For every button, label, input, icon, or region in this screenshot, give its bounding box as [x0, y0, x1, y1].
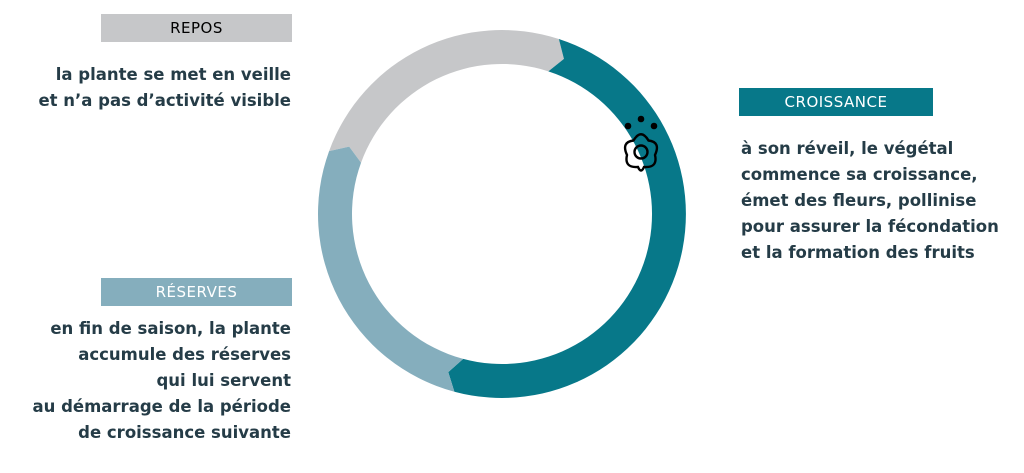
repos-line: la plante se met en veille — [55, 65, 291, 84]
repos-title: REPOS — [170, 19, 223, 37]
reserves-line: qui lui servent — [156, 371, 292, 390]
cycle-segment-reserves — [318, 146, 464, 392]
croissance-line: commence sa croissance, — [741, 165, 978, 184]
cycle-segment-repos — [329, 30, 564, 163]
reserves-title-badge: RÉSERVES — [101, 278, 292, 306]
reserves-title: RÉSERVES — [155, 283, 238, 301]
croissance-description: à son réveil, le végétal commence sa cro… — [741, 136, 999, 266]
repos-title-badge: REPOS — [101, 14, 292, 42]
croissance-line: à son réveil, le végétal — [741, 139, 954, 158]
repos-line: et n’a pas d’activité visible — [38, 91, 291, 110]
croissance-line: et la formation des fruits — [741, 243, 975, 262]
reserves-line: accumule des réserves — [78, 345, 291, 364]
repos-description: la plante se met en veille et n’a pas d’… — [38, 62, 291, 114]
croissance-line: pour assurer la fécondation — [741, 217, 999, 236]
cycle-segment-croissance — [448, 39, 686, 398]
croissance-line: émet des fleurs, pollinise — [741, 191, 977, 210]
croissance-title: CROISSANCE — [784, 93, 888, 111]
reserves-description: en fin de saison, la plante accumule des… — [32, 316, 291, 446]
croissance-title-badge: CROISSANCE — [739, 88, 933, 116]
reserves-line: au démarrage de la période — [32, 397, 291, 416]
reserves-line: de croissance suivante — [78, 423, 291, 442]
reserves-line: en fin de saison, la plante — [50, 319, 291, 338]
flower-icon — [623, 115, 659, 172]
